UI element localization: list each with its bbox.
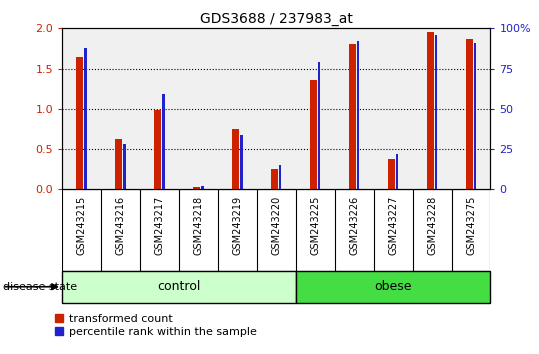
Text: disease state: disease state [3,282,77,292]
Bar [154,110,161,189]
Bar [84,48,87,189]
Bar [317,62,321,189]
Bar [201,186,204,189]
Bar [77,57,84,189]
Text: control: control [157,280,201,293]
Bar [240,135,243,189]
Text: GSM243220: GSM243220 [271,196,281,255]
Bar [396,154,398,189]
Bar [194,187,201,189]
Text: GSM243218: GSM243218 [194,196,203,255]
Title: GDS3688 / 237983_at: GDS3688 / 237983_at [200,12,353,26]
Text: obese: obese [375,280,412,293]
Bar [296,271,490,303]
Bar [357,41,360,189]
Text: GSM243226: GSM243226 [349,196,359,255]
Bar [162,95,164,189]
Bar [427,32,434,189]
Bar [466,39,473,189]
Text: GSM243228: GSM243228 [427,196,437,255]
Bar [62,271,296,303]
Text: GSM243215: GSM243215 [77,196,86,255]
Bar [123,144,126,189]
Legend: transformed count, percentile rank within the sample: transformed count, percentile rank withi… [54,314,257,337]
Text: GSM243225: GSM243225 [310,196,320,255]
Bar [434,35,437,189]
Bar [279,165,281,189]
Bar [232,129,239,189]
Text: GSM243219: GSM243219 [232,196,243,255]
Text: GSM243227: GSM243227 [388,196,398,255]
Text: GSM243217: GSM243217 [154,196,164,255]
Text: GSM243275: GSM243275 [466,196,476,255]
Bar [388,159,395,189]
Text: GSM243216: GSM243216 [115,196,126,255]
Bar [271,169,278,189]
Bar [349,45,356,189]
Bar [310,80,317,189]
Bar [115,139,122,189]
Bar [474,43,476,189]
